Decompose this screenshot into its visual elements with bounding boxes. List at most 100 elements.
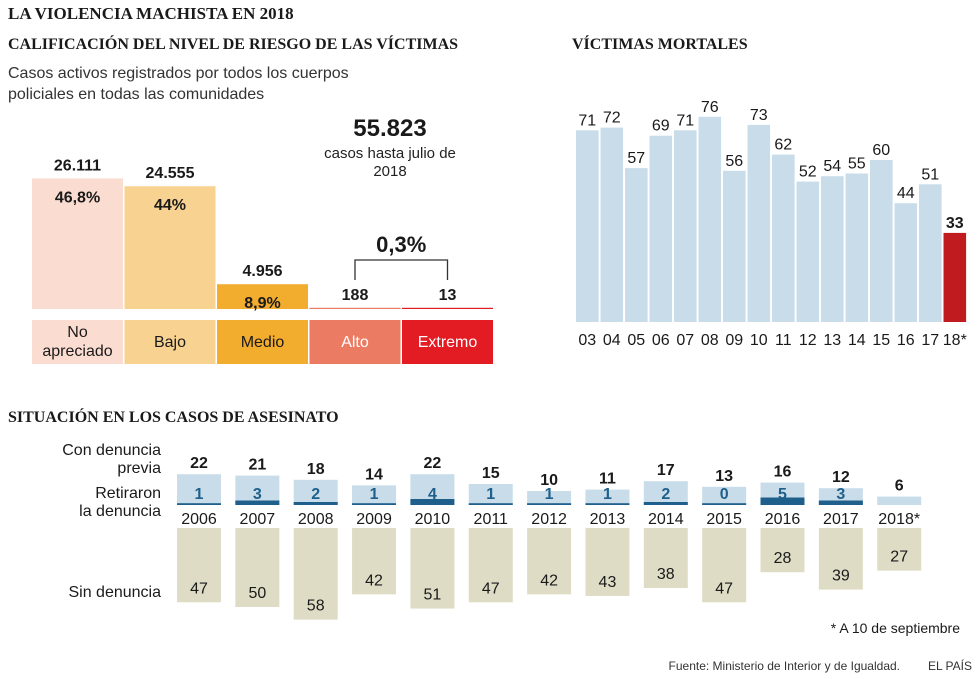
- complaint-value-label: 16: [774, 464, 792, 481]
- complaint-value-label: 14: [365, 466, 383, 483]
- risk-value-label: 26.111: [54, 157, 101, 174]
- complaint-bar: [293, 479, 338, 505]
- risk-bar: [124, 186, 216, 309]
- row-label-no-complaint: Sin denuncia: [68, 584, 161, 601]
- complaint-bar: [235, 475, 280, 505]
- no-complaint-bar: [877, 528, 922, 571]
- complaint-value-label: 15: [482, 465, 500, 482]
- total-cases-value: 55.823: [353, 115, 427, 142]
- withdrew-value-label: 2: [311, 486, 320, 503]
- cases-year-label: 2017: [823, 511, 859, 528]
- withdrew-bar: [585, 503, 630, 505]
- complaint-bar: [643, 481, 688, 505]
- risk-percent-label: 46,8%: [55, 189, 100, 206]
- withdrew-value-label: 1: [603, 486, 612, 503]
- no-complaint-value-label: 42: [540, 572, 558, 589]
- complaint-value-label: 22: [424, 455, 442, 472]
- deaths-value-label: 72: [603, 110, 621, 127]
- no-complaint-value-label: 47: [190, 580, 208, 597]
- risk-bracket-label: 0,3%: [376, 232, 426, 257]
- risk-bracket: [354, 259, 449, 280]
- risk-percent-label: 8,9%: [244, 295, 280, 312]
- no-complaint-value-label: 47: [482, 580, 500, 597]
- risk-bar: [309, 307, 401, 309]
- deaths-bar: [943, 232, 967, 322]
- deaths-year-label: 03: [578, 332, 596, 349]
- risk-level-chart: 26.111 46,8% No apreciado 24.555 44% Bajo 4.956…: [32, 157, 493, 364]
- risk-value-label: 4.956: [242, 263, 282, 280]
- deaths-value-label: 62: [774, 137, 792, 154]
- deaths-chart-title: VÍCTIMAS MORTALES: [572, 36, 748, 53]
- cases-year-label: 2016: [765, 511, 801, 528]
- withdrew-bar: [760, 497, 805, 505]
- deaths-bar: [894, 203, 918, 322]
- risk-percent-label: 44%: [154, 197, 186, 214]
- deaths-bar: [821, 176, 844, 322]
- deaths-value-label: 51: [921, 166, 939, 183]
- no-complaint-value-label: 50: [248, 585, 266, 602]
- withdrew-value-label: 5: [778, 486, 787, 503]
- deaths-bar: [576, 130, 599, 322]
- deaths-value-label: 52: [799, 164, 817, 181]
- complaint-value-label: 13: [715, 468, 733, 485]
- no-complaint-bar: [177, 528, 221, 603]
- deaths-year-label: 06: [652, 332, 670, 349]
- deaths-bar: [919, 184, 942, 322]
- deaths-bar: [600, 127, 624, 322]
- source-note: Fuente: Ministerio de Interior y de Igua…: [668, 659, 900, 673]
- no-complaint-bar: [352, 528, 397, 595]
- withdrew-bar: [177, 503, 221, 505]
- deaths-value-label: 33: [946, 215, 964, 232]
- risk-chart-title: CALIFICACIÓN DEL NIVEL DE RIESGO DE LAS …: [8, 36, 459, 53]
- complaint-value-label: 10: [540, 472, 558, 489]
- no-complaint-bar: [643, 528, 688, 589]
- deaths-bar: [625, 168, 648, 322]
- complaint-bar: [527, 491, 572, 505]
- deaths-value-label: 71: [676, 112, 694, 129]
- no-complaint-value-label: 47: [715, 580, 733, 597]
- deaths-year-label: 07: [676, 332, 694, 349]
- total-cases-label: casos hasta julio de 2018: [324, 145, 456, 180]
- deaths-bar: [723, 170, 746, 322]
- complaint-value-label: 21: [248, 457, 266, 474]
- withdrew-value-label: 1: [195, 486, 204, 503]
- deaths-value-label: 57: [627, 150, 645, 167]
- footnote: * A 10 de septiembre: [830, 620, 960, 636]
- withdrew-bar: [468, 503, 513, 505]
- withdrew-bar: [235, 500, 280, 505]
- deaths-year-label: 15: [872, 332, 890, 349]
- row-label-complaint: Con denuncia: [62, 442, 161, 459]
- risk-value-label: 188: [342, 287, 369, 304]
- no-complaint-value-label: 58: [307, 598, 325, 615]
- withdrew-value-label: 4: [428, 486, 437, 503]
- deaths-year-label: 17: [921, 332, 939, 349]
- complaint-value-label: 12: [832, 469, 850, 486]
- withdrew-value-label: 2: [661, 486, 670, 503]
- cases-year-label: 2015: [706, 511, 742, 528]
- cases-year-label: 2012: [531, 511, 567, 528]
- withdrew-bar: [410, 499, 455, 505]
- complaint-bar: [352, 485, 397, 505]
- complaint-value-label: 17: [657, 462, 675, 479]
- no-complaint-value-label: 27: [890, 549, 908, 566]
- withdrew-bar: [352, 503, 397, 505]
- deaths-bar: [772, 154, 795, 322]
- withdrew-bar: [702, 503, 747, 505]
- deaths-value-label: 71: [578, 112, 596, 129]
- deaths-chart: 71 03 72 04 57 05 69 06 71 07 76 08 56 09 73 10 62 11 52 12…: [576, 99, 967, 349]
- no-complaint-bar: [293, 528, 338, 620]
- withdrew-bar: [643, 502, 688, 505]
- cases-year-label: 2018*: [878, 511, 920, 528]
- deaths-bar: [845, 173, 869, 322]
- deaths-year-label: 10: [750, 332, 768, 349]
- cases-year-label: 2010: [415, 511, 451, 528]
- risk-category-box: [217, 320, 308, 364]
- complaint-bar: [702, 486, 747, 505]
- no-complaint-value-label: 38: [657, 566, 675, 583]
- no-complaint-value-label: 51: [424, 587, 442, 604]
- withdrew-value-label: 1: [545, 486, 554, 503]
- deaths-year-label: 04: [603, 332, 621, 349]
- no-complaint-value-label: 39: [832, 568, 850, 585]
- cases-year-label: 2011: [474, 511, 509, 528]
